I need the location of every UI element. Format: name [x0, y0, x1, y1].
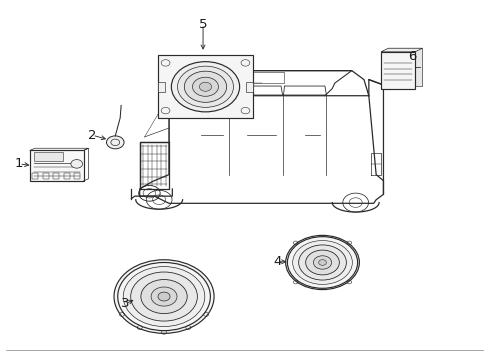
- Circle shape: [151, 287, 177, 306]
- Text: 2: 2: [88, 129, 97, 142]
- Text: 1: 1: [15, 157, 23, 170]
- Bar: [74, 173, 80, 179]
- Text: 6: 6: [407, 50, 416, 63]
- Circle shape: [292, 240, 352, 284]
- Circle shape: [199, 82, 211, 91]
- Bar: [32, 173, 38, 179]
- Circle shape: [318, 260, 325, 265]
- Bar: [64, 173, 70, 179]
- Bar: [30, 150, 83, 181]
- Circle shape: [177, 66, 233, 107]
- Bar: [380, 52, 414, 89]
- Circle shape: [106, 136, 124, 149]
- Circle shape: [141, 279, 187, 314]
- Circle shape: [305, 250, 339, 275]
- Text: 3: 3: [121, 297, 129, 310]
- Circle shape: [123, 266, 204, 327]
- Bar: [387, 48, 422, 86]
- Circle shape: [71, 159, 82, 168]
- Circle shape: [285, 235, 359, 289]
- Circle shape: [313, 256, 331, 269]
- Bar: [158, 82, 165, 92]
- Polygon shape: [380, 48, 422, 52]
- Circle shape: [114, 260, 214, 333]
- Bar: [34, 152, 63, 161]
- Bar: [158, 55, 252, 118]
- Circle shape: [158, 292, 170, 301]
- Circle shape: [118, 262, 210, 330]
- Bar: [245, 82, 252, 92]
- Bar: [43, 173, 49, 179]
- Text: 5: 5: [199, 18, 207, 31]
- Circle shape: [171, 62, 239, 112]
- Circle shape: [184, 71, 226, 102]
- Circle shape: [298, 245, 346, 280]
- Circle shape: [130, 272, 197, 321]
- Circle shape: [192, 77, 218, 96]
- Text: 4: 4: [273, 255, 281, 268]
- Bar: [53, 173, 59, 179]
- Circle shape: [287, 237, 357, 288]
